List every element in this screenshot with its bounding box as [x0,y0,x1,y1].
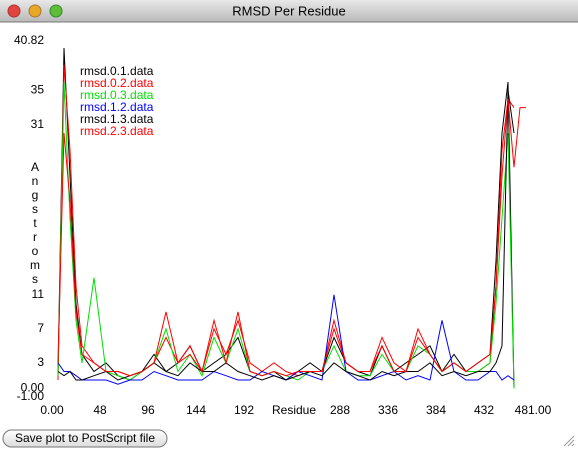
x-tick-label: 48 [93,403,107,417]
legend-entry: rmsd.1.3.data [80,112,154,126]
x-tick-label: 481.00 [515,403,552,417]
resize-grip[interactable] [563,435,575,447]
y-tick-label: 40.82 [14,33,44,47]
series-line [57,99,526,377]
window-title: RMSD Per Residue [232,3,345,18]
title-bar [0,0,578,22]
legend-entry: rmsd.2.3.data [80,124,154,138]
series-line [57,90,515,381]
minimize-button[interactable] [28,4,42,18]
x-tick-label: 0.00 [40,403,64,417]
legend-entry: rmsd.0.3.data [80,88,154,102]
y-axis-label: Angstroms [28,160,42,286]
x-tick-label: 432 [474,403,494,417]
x-tick-label: 384 [426,403,446,417]
y-tick-label: 7 [37,321,44,335]
y-tick-label: 31 [31,117,45,131]
x-tick-label: 288 [330,403,350,417]
legend-entry: rmsd.0.1.data [80,64,154,78]
y-tick-label: -1.00 [17,389,45,403]
x-tick-label: 96 [141,403,155,417]
x-axis-label: Residue [272,403,316,417]
button-label[interactable]: Save plot to PostScript file [15,431,155,445]
button-frame[interactable] [2,429,168,448]
button[interactable]: Save plot to PostScript file [2,429,168,448]
x-tick-label: 144 [186,403,206,417]
legend-entry: rmsd.1.2.data [80,100,154,114]
x-tick-label: 192 [234,403,254,417]
y-tick-label: 3 [37,355,44,369]
y-tick-label: 35 [31,83,45,97]
close-button[interactable] [7,4,21,18]
y-tick-label: 0.00 [21,381,45,395]
legend-entry: rmsd.0.2.data [80,76,154,90]
y-tick-label: 11 [32,287,45,301]
x-tick-label: 336 [378,403,398,417]
zoom-button[interactable] [49,4,63,18]
